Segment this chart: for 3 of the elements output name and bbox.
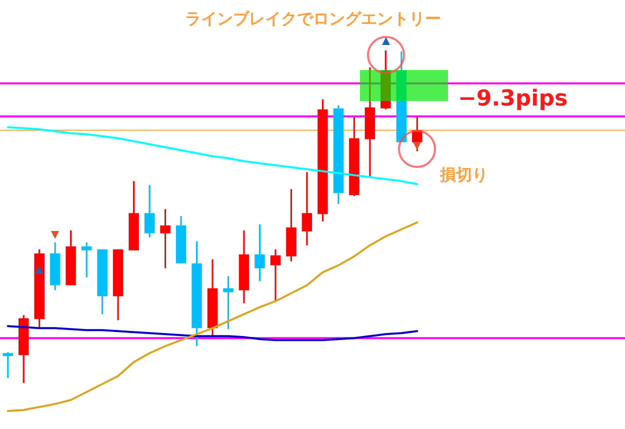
text: ラインブレイクでロングエントリー: [185, 9, 441, 28]
text: 損切り: [439, 165, 488, 184]
text: −9.3pips: [458, 86, 568, 112]
